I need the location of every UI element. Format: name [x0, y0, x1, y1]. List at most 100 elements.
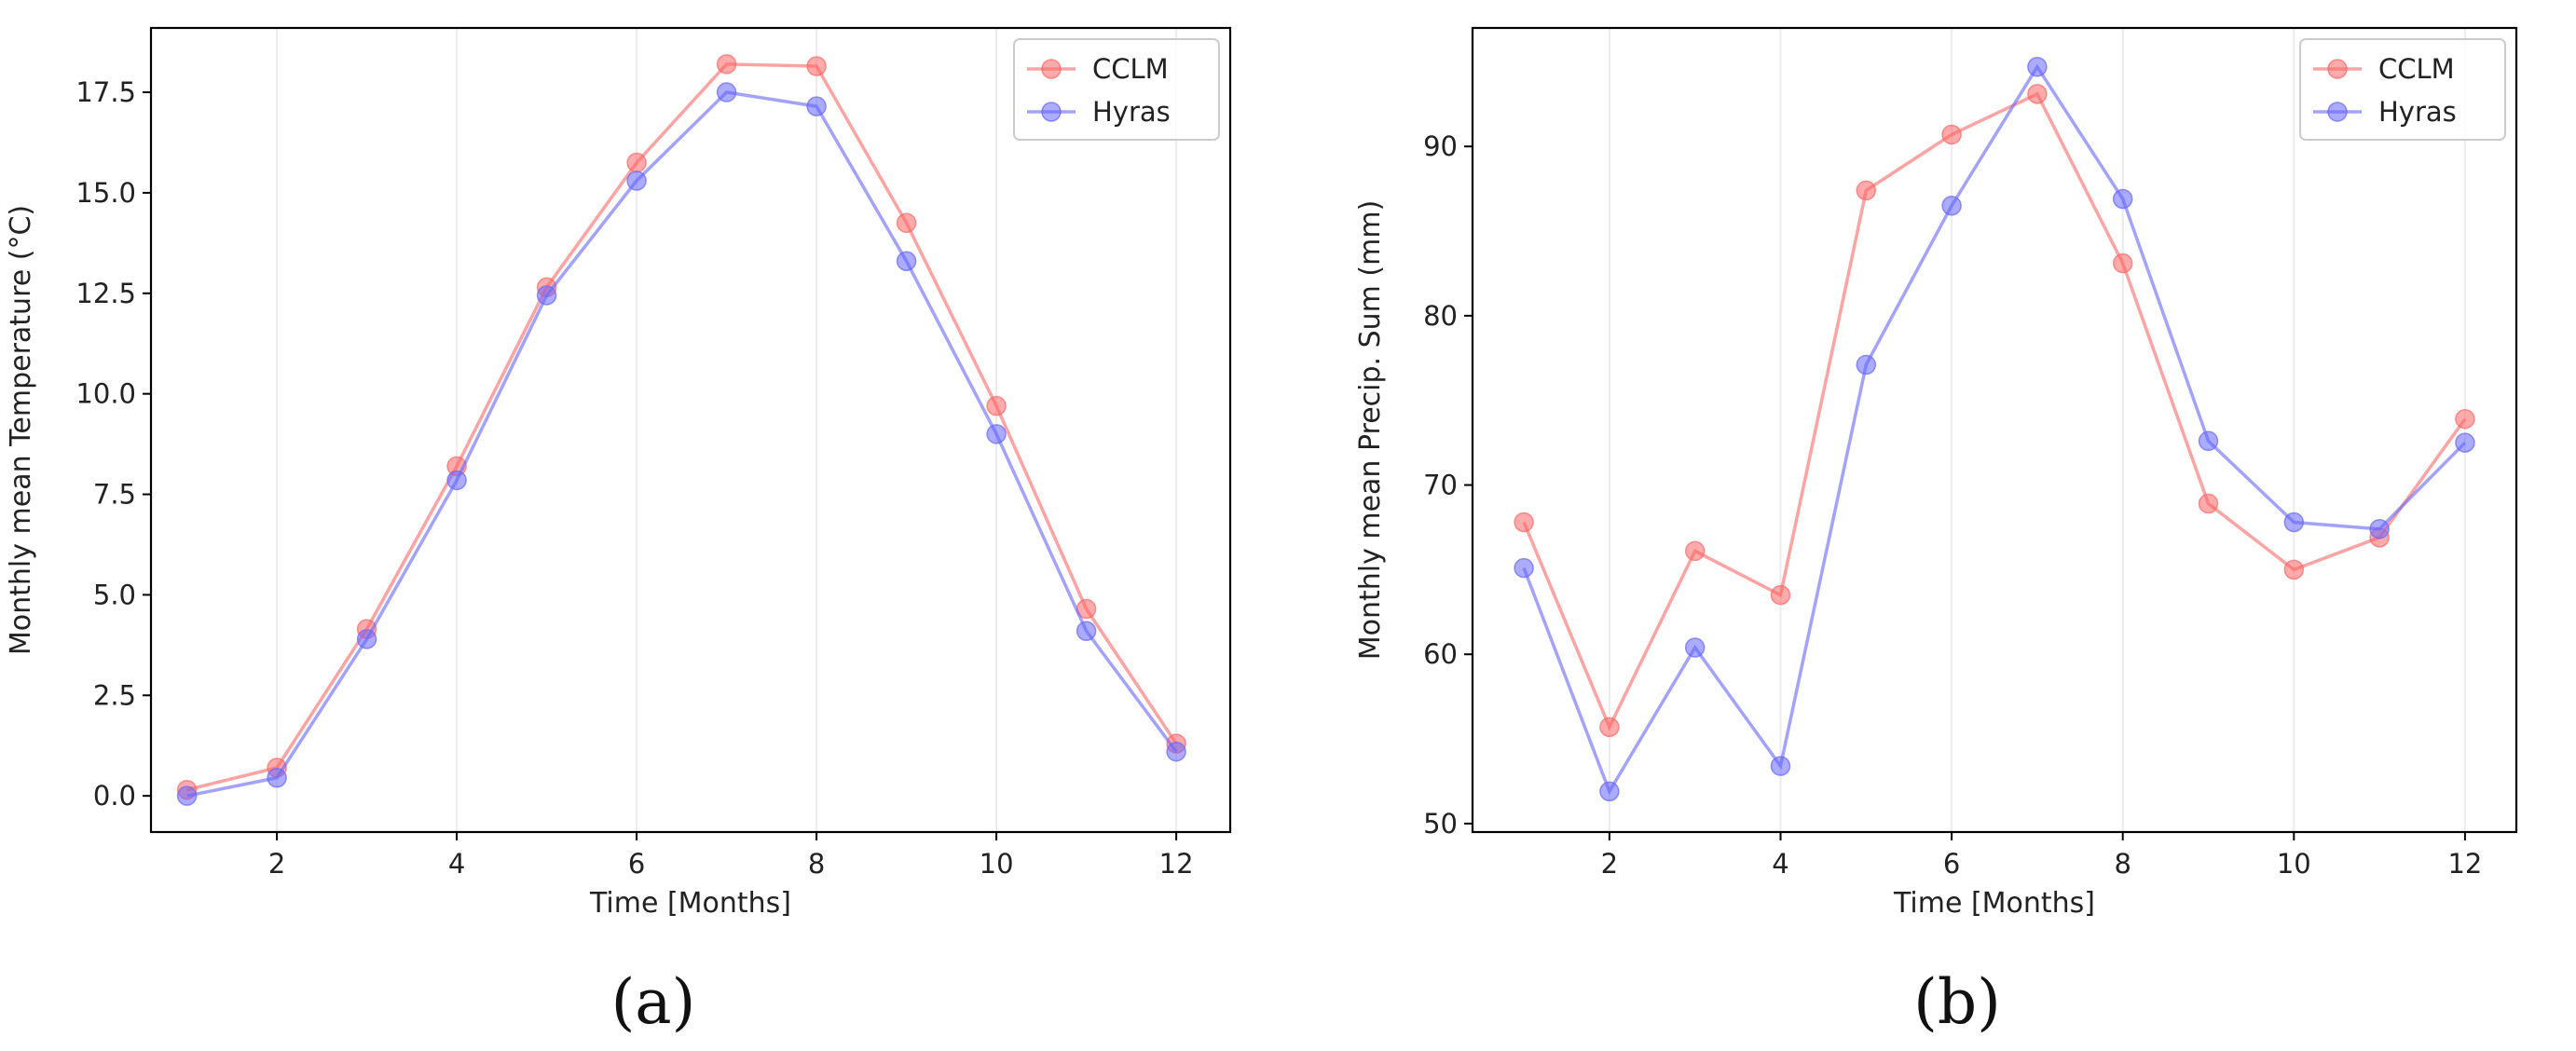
x-tick-label: 8: [808, 848, 825, 880]
series-layer: [176, 54, 1186, 806]
data-point: [2027, 84, 2048, 104]
y-tick-label: 80: [1423, 300, 1458, 332]
data-point: [2455, 432, 2475, 453]
data-point: [806, 56, 827, 76]
series-layer: [1514, 57, 2475, 802]
y-tick-label: 15.0: [75, 177, 136, 209]
legend-label: CCLM: [2378, 53, 2455, 85]
y-tick-label: 90: [1423, 130, 1458, 162]
data-point: [1684, 540, 1706, 562]
series-cclm: [1514, 84, 2475, 738]
data-point: [2027, 57, 2048, 77]
data-point: [806, 96, 827, 116]
x-tick-label: 10: [2277, 848, 2311, 880]
series-cclm: [176, 54, 1186, 800]
data-point: [1770, 584, 1791, 606]
series-hyras: [1514, 57, 2475, 802]
data-point: [2283, 512, 2305, 533]
legend-marker: [2327, 102, 2348, 122]
y-tick-label: 12.5: [75, 278, 136, 309]
data-point: [536, 285, 557, 306]
legend-entry-cclm: CCLM: [2313, 53, 2455, 85]
series-line: [186, 62, 1178, 792]
series-hyras: [176, 82, 1186, 806]
plot-frame: [1471, 26, 2518, 834]
x-tick-label: 10: [980, 848, 1014, 880]
y-tick-label: 17.5: [75, 76, 136, 108]
data-point: [2112, 188, 2133, 210]
y-tick-label: 60: [1423, 638, 1458, 670]
y-tick-label: 50: [1423, 808, 1458, 839]
series-line: [1522, 91, 2467, 731]
series-line: [1522, 63, 2467, 796]
data-point: [1166, 741, 1186, 762]
y-tick-label: 2.5: [93, 679, 136, 711]
legend-box: [1013, 38, 1220, 141]
data-point: [1514, 512, 1534, 533]
legend-box: [2299, 38, 2506, 141]
tick-layer: 2 4 6 8 10 12 0.0 2.5 5.0 7.5 10.0 12.5 15.0 17.5: [75, 76, 1193, 880]
data-point: [1856, 354, 1877, 375]
panel-label-b: (b): [1913, 966, 2001, 1038]
legend-entry-hyras: Hyras: [2313, 96, 2457, 128]
x-tick-label: 12: [2447, 848, 2482, 880]
data-point: [626, 152, 647, 173]
data-point: [2198, 493, 2219, 514]
data-point: [2455, 408, 2475, 430]
legend: CCLM Hyras: [2299, 38, 2506, 141]
data-point: [2283, 559, 2305, 580]
x-tick-label: 4: [448, 848, 465, 880]
x-tick-label: 8: [2114, 848, 2131, 880]
data-point: [986, 424, 1007, 444]
data-point: [1076, 621, 1097, 641]
panel-label-a: (a): [611, 966, 696, 1038]
data-point: [1941, 124, 1962, 145]
data-point: [716, 82, 737, 102]
legend: CCLM Hyras: [1013, 38, 1220, 141]
data-point: [176, 785, 198, 806]
legend-marker: [1041, 59, 1062, 79]
data-point: [2198, 430, 2219, 452]
data-point: [1684, 637, 1706, 658]
data-point: [986, 395, 1007, 416]
data-point: [1941, 196, 1962, 216]
tick-layer: 2 4 6 8 10 12 50 60 70 80 90: [1423, 130, 2482, 880]
data-point: [356, 629, 377, 649]
y-tick-label: 7.5: [93, 479, 136, 511]
x-tick-label: 6: [628, 848, 645, 880]
legend-marker: [1041, 102, 1062, 122]
data-point: [1599, 717, 1620, 738]
plot-frame: [149, 26, 1232, 834]
legend-label: Hyras: [2378, 96, 2457, 128]
grid-lines: [1608, 28, 2466, 832]
data-point: [1514, 557, 1534, 579]
x-tick-label: 2: [1601, 848, 1618, 880]
grid-lines: [276, 28, 1178, 832]
data-point: [1856, 180, 1877, 201]
data-point: [2112, 253, 2133, 274]
legend-entry-hyras: Hyras: [1027, 96, 1171, 128]
legend-entry-cclm: CCLM: [1027, 53, 1169, 85]
y-axis-label: Monthly mean Precip. Sum (mm): [1354, 200, 1387, 661]
data-point: [1599, 781, 1620, 802]
data-point: [716, 54, 737, 75]
series-line: [186, 90, 1178, 798]
chart-precipitation: 2 4 6 8 10 12 50 60 70 80 90 Time [Months] Monthly…: [1354, 26, 2518, 1038]
y-axis-label: Monthly mean Temperature (°C): [5, 205, 37, 655]
y-tick-label: 10.0: [75, 378, 136, 410]
x-tick-label: 12: [1159, 848, 1194, 880]
data-point: [626, 171, 647, 191]
y-tick-label: 70: [1423, 470, 1458, 501]
x-tick-label: 4: [1772, 848, 1788, 880]
legend-label: Hyras: [1092, 96, 1171, 128]
data-point: [896, 212, 917, 234]
data-point: [1770, 756, 1791, 776]
legend-label: CCLM: [1092, 53, 1169, 85]
data-point: [896, 251, 917, 272]
y-tick-label: 5.0: [93, 579, 136, 610]
x-tick-label: 6: [1943, 848, 1960, 880]
legend-marker: [2327, 59, 2348, 79]
x-tick-label: 2: [268, 848, 285, 880]
chart-temperature: 2 4 6 8 10 12 0.0 2.5 5.0 7.5 10.0 12.5 15.0 17.5 Tim…: [5, 26, 1232, 1038]
data-point: [2369, 519, 2390, 539]
